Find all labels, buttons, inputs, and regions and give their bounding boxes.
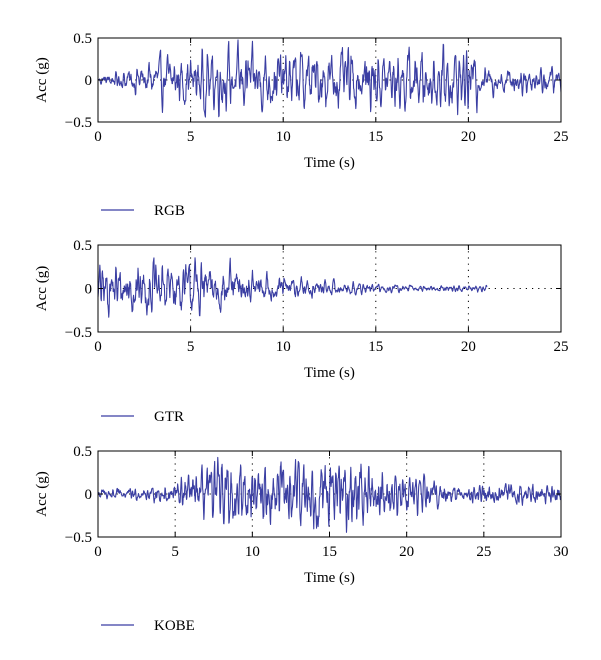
x-tick-label: 5 (171, 544, 179, 560)
legend-label: GTR (154, 409, 184, 425)
y-axis-label: Acc (g) (34, 57, 50, 102)
x-axis-label: Time (s) (304, 365, 355, 381)
legend-label: KOBE (154, 618, 195, 634)
x-axis-label: Time (s) (304, 155, 355, 171)
y-tick-label: 0.5 (73, 31, 92, 47)
x-tick-label: 15 (368, 339, 383, 355)
y-axis-label: Acc (g) (34, 471, 50, 516)
series-line-rgb (97, 39, 562, 118)
x-tick-label: 0 (94, 339, 102, 355)
x-tick-label: 10 (276, 129, 291, 145)
x-tick-label: 5 (187, 129, 195, 145)
y-tick-label: 0.5 (73, 238, 92, 254)
legend-label: RGB (154, 203, 185, 219)
y-tick-label: 0 (85, 282, 93, 298)
legend: KOBE (101, 618, 195, 634)
x-tick-label: 25 (554, 339, 569, 355)
y-tick-label: 0 (85, 73, 93, 89)
x-tick-label: 20 (399, 544, 414, 560)
x-axis-label: Time (s) (304, 570, 355, 586)
x-tick-label: 10 (276, 339, 291, 355)
y-tick-label: −0.5 (65, 115, 92, 131)
x-tick-label: 20 (461, 339, 476, 355)
x-tick-label: 20 (461, 129, 476, 145)
x-tick-label: 10 (245, 544, 260, 560)
y-axis-label: Acc (g) (34, 266, 50, 311)
x-tick-label: 0 (94, 544, 102, 560)
x-tick-label: 25 (476, 544, 491, 560)
x-tick-label: 25 (554, 129, 569, 145)
x-tick-label: 0 (94, 129, 102, 145)
y-tick-label: −0.5 (65, 530, 92, 546)
y-tick-label: 0 (85, 487, 93, 503)
x-tick-label: 15 (322, 544, 337, 560)
y-tick-label: 0.5 (73, 444, 92, 460)
x-tick-label: 30 (554, 544, 569, 560)
x-tick-label: 15 (368, 129, 383, 145)
legend: RGB (101, 203, 185, 219)
legend: GTR (101, 409, 184, 425)
series-line-kobe (97, 456, 562, 533)
y-tick-label: −0.5 (65, 325, 92, 341)
x-tick-label: 5 (187, 339, 195, 355)
series-line-gtr (97, 257, 488, 318)
